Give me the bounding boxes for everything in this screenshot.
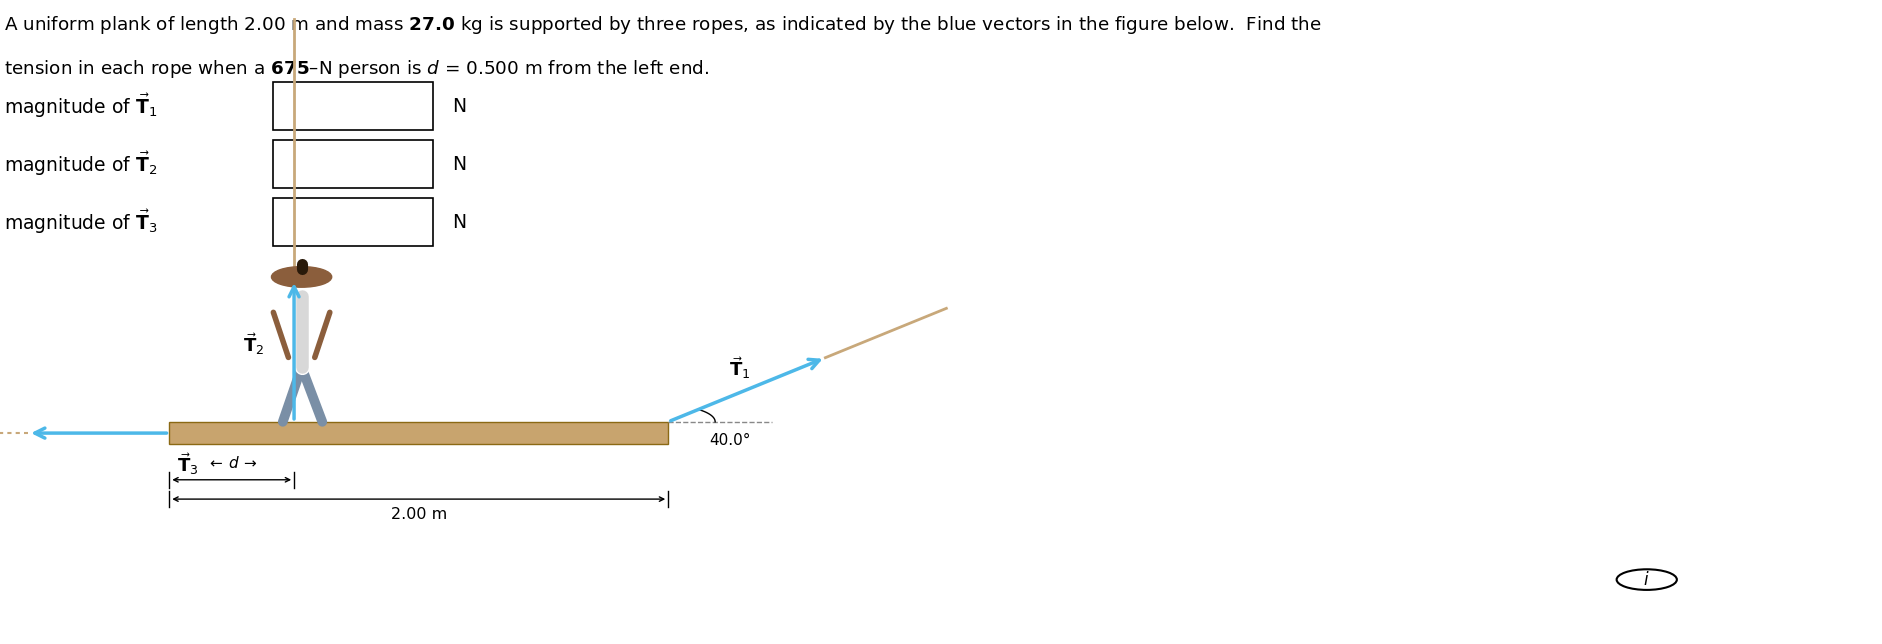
Text: $\leftarrow\,d\,\rightarrow$: $\leftarrow\,d\,\rightarrow$ (207, 455, 258, 471)
Text: tension in each rope when a $\mathbf{675}$–N person is $\mathit{d}$ = 0.500 m fr: tension in each rope when a $\mathbf{675… (4, 58, 710, 80)
Text: $\vec{\mathbf{T}}_2$: $\vec{\mathbf{T}}_2$ (243, 331, 263, 357)
Text: magnitude of $\vec{\mathbf{T}}_2$: magnitude of $\vec{\mathbf{T}}_2$ (4, 150, 158, 178)
Text: N: N (452, 213, 467, 232)
Text: $\vec{\mathbf{T}}_3$: $\vec{\mathbf{T}}_3$ (177, 451, 198, 477)
Bar (169, 422, 668, 444)
Text: $i$: $i$ (1643, 571, 1651, 589)
Text: magnitude of $\vec{\mathbf{T}}_3$: magnitude of $\vec{\mathbf{T}}_3$ (4, 208, 158, 236)
Text: A uniform plank of length 2.00 m and mass $\mathbf{27.0}$ kg is supported by thr: A uniform plank of length 2.00 m and mas… (4, 14, 1321, 36)
Text: N: N (452, 97, 467, 116)
Text: 2.00 m: 2.00 m (391, 507, 446, 522)
Bar (273, 198, 433, 247)
Bar (273, 140, 433, 189)
Bar (273, 82, 433, 130)
Circle shape (271, 267, 331, 287)
Text: magnitude of $\vec{\mathbf{T}}_1$: magnitude of $\vec{\mathbf{T}}_1$ (4, 92, 158, 120)
Text: 40.0°: 40.0° (710, 433, 751, 448)
Text: N: N (452, 155, 467, 174)
Text: $\vec{\mathbf{T}}_1$: $\vec{\mathbf{T}}_1$ (730, 355, 751, 381)
